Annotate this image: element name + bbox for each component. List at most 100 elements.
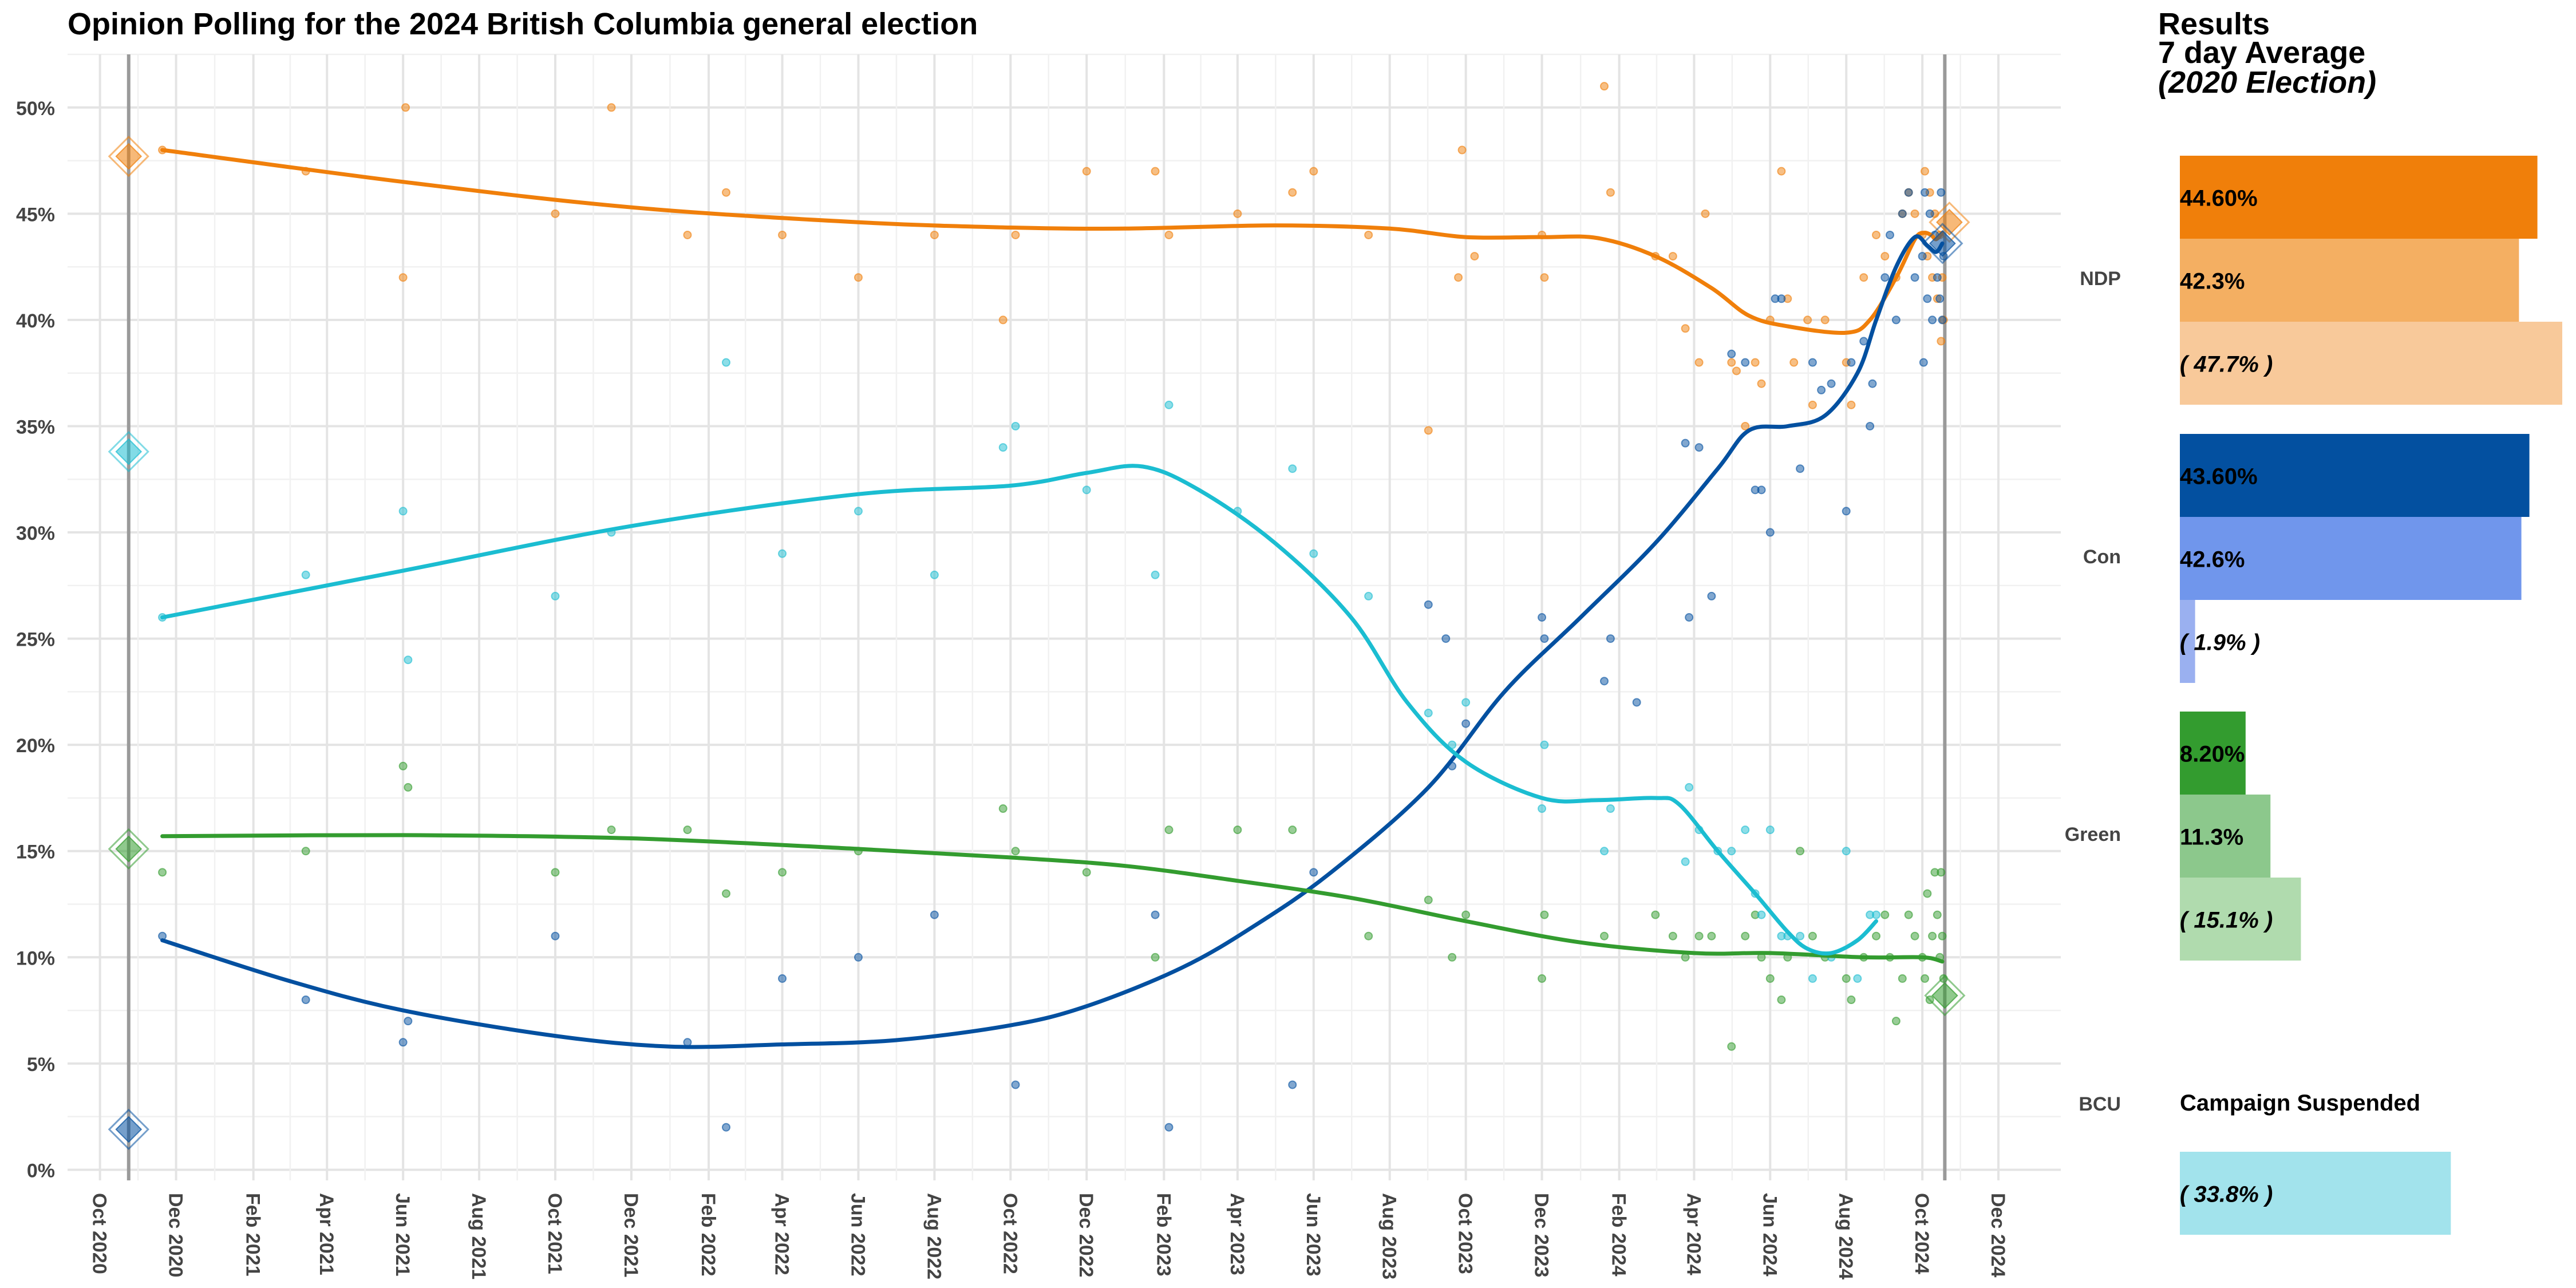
y-tick-label: 10% <box>16 947 55 969</box>
party-label-bcu: BCU <box>2079 1093 2121 1115</box>
bar-label-election-2020-green: ( 15.1% ) <box>2180 908 2273 933</box>
bar-label-result-green: 8.20% <box>2180 742 2245 767</box>
poll-point-green <box>1364 931 1373 941</box>
poll-point-green <box>1424 895 1433 904</box>
x-tick-label: Apr 2021 <box>315 1193 337 1275</box>
x-tick-label: Oct 2022 <box>999 1193 1021 1274</box>
bar-label-election-2020-ndp: ( 47.7% ) <box>2180 352 2273 377</box>
poll-point-con <box>778 974 787 983</box>
poll-point-bcu <box>1741 825 1750 835</box>
poll-point-green <box>1082 868 1091 877</box>
poll-point-green <box>301 847 310 856</box>
poll-point-green <box>1928 931 1937 941</box>
y-tick-label: 5% <box>27 1054 55 1076</box>
poll-point-ndp <box>1681 324 1690 333</box>
poll-point-green <box>1872 931 1881 941</box>
poll-point-bcu <box>721 358 730 367</box>
x-tick-label: Aug 2023 <box>1378 1193 1400 1279</box>
poll-point-con <box>1540 634 1549 643</box>
poll-point-con <box>1910 273 1919 282</box>
poll-point-bcu <box>398 507 408 516</box>
poll-point-ndp <box>1599 82 1609 91</box>
poll-point-con <box>1891 315 1901 325</box>
poll-point-bcu <box>778 549 787 558</box>
x-tick-label: Oct 2023 <box>1455 1193 1476 1274</box>
x-tick-label: Feb 2021 <box>242 1193 264 1277</box>
poll-point-green <box>1448 953 1457 962</box>
poll-point-green <box>1938 931 1947 941</box>
poll-point-ndp <box>401 103 410 112</box>
grid <box>68 53 2061 1180</box>
poll-point-ndp <box>398 273 408 282</box>
poll-point-green <box>1151 953 1160 962</box>
x-tick-label: Feb 2023 <box>1152 1193 1174 1277</box>
poll-point-ndp <box>998 315 1008 325</box>
poll-point-con <box>1151 910 1160 919</box>
poll-point-ndp <box>1808 400 1817 409</box>
results-bars: NDP 44.60% 42.3% ( 47.7% ) Con 43.60% 42.6% ( 1… <box>2065 156 2562 1235</box>
poll-point-green <box>607 825 616 835</box>
poll-point-con <box>1817 385 1826 394</box>
bar-average-ndp <box>2180 239 2519 322</box>
result-2024-marker-green <box>1931 982 1958 1009</box>
poll-point-ndp <box>1880 252 1890 261</box>
poll-point-ndp <box>683 230 692 239</box>
poll-point-con <box>1925 209 1934 218</box>
poll-point-bcu <box>1540 740 1549 749</box>
poll-point-bcu <box>1765 825 1775 835</box>
poll-point-con <box>1918 252 1927 261</box>
x-tick-label: Aug 2022 <box>923 1193 945 1279</box>
trend-lines <box>160 148 1945 1049</box>
poll-point-green <box>1233 825 1242 835</box>
poll-point-con <box>1880 273 1890 282</box>
poll-point-green <box>1904 910 1913 919</box>
poll-point-green <box>1808 931 1817 941</box>
poll-point-ndp <box>1741 421 1750 430</box>
poll-point-con <box>1707 591 1716 600</box>
poll-point-bcu <box>930 570 939 579</box>
x-tick-label: Jun 2022 <box>847 1193 868 1277</box>
bar-label-average-ndp: 42.3% <box>2180 269 2245 294</box>
poll-point-con <box>1681 438 1690 448</box>
poll-point-con <box>1859 337 1868 346</box>
poll-point-bcu <box>1872 910 1881 919</box>
poll-point-bcu <box>1681 857 1690 866</box>
x-tick-label: Oct 2021 <box>544 1193 566 1274</box>
poll-point-ndp <box>1606 188 1615 197</box>
x-tick-label: Feb 2022 <box>697 1193 719 1277</box>
poll-point-bcu <box>1424 709 1433 718</box>
bar-label-result-ndp: 44.60% <box>2180 186 2258 211</box>
election-2020-marker-bcu <box>115 438 143 465</box>
poll-point-con <box>1164 1123 1174 1132</box>
poll-point-ndp <box>1011 230 1020 239</box>
poll-point-ndp <box>1777 167 1786 176</box>
poll-point-con <box>301 995 310 1005</box>
poll-point-ndp <box>1233 209 1242 218</box>
poll-point-con <box>1904 188 1913 197</box>
poll-point-con <box>1727 349 1736 358</box>
poll-point-con <box>1685 613 1694 622</box>
y-tick-label: 30% <box>16 523 55 544</box>
poll-point-ndp <box>1820 315 1830 325</box>
poll-point-ndp <box>1309 167 1318 176</box>
poll-point-con <box>930 910 939 919</box>
x-tick-label: Feb 2024 <box>1608 1193 1630 1277</box>
poll-point-con <box>1898 209 1907 218</box>
poll-point-bcu <box>1808 974 1817 983</box>
poll-point-ndp <box>1789 358 1799 367</box>
poll-point-green <box>1923 889 1932 898</box>
chart-title: Opinion Polling for the 2024 British Col… <box>68 7 978 41</box>
poll-point-green <box>1540 910 1549 919</box>
poll-point-con <box>398 1038 408 1047</box>
x-tick-label: Jun 2024 <box>1759 1193 1780 1277</box>
poll-point-bcu <box>551 591 560 600</box>
bar-election-2020-con <box>2180 600 2195 683</box>
poll-point-green <box>1891 1017 1901 1026</box>
poll-point-green <box>1288 825 1297 835</box>
poll-point-con <box>1424 600 1433 609</box>
poll-points <box>158 82 1948 1132</box>
poll-point-ndp <box>1701 209 1710 218</box>
bar-average-green <box>2180 795 2271 878</box>
status-label-bcu: Campaign Suspended <box>2180 1091 2420 1116</box>
results-election-heading: (2020 Election) <box>2158 65 2376 100</box>
